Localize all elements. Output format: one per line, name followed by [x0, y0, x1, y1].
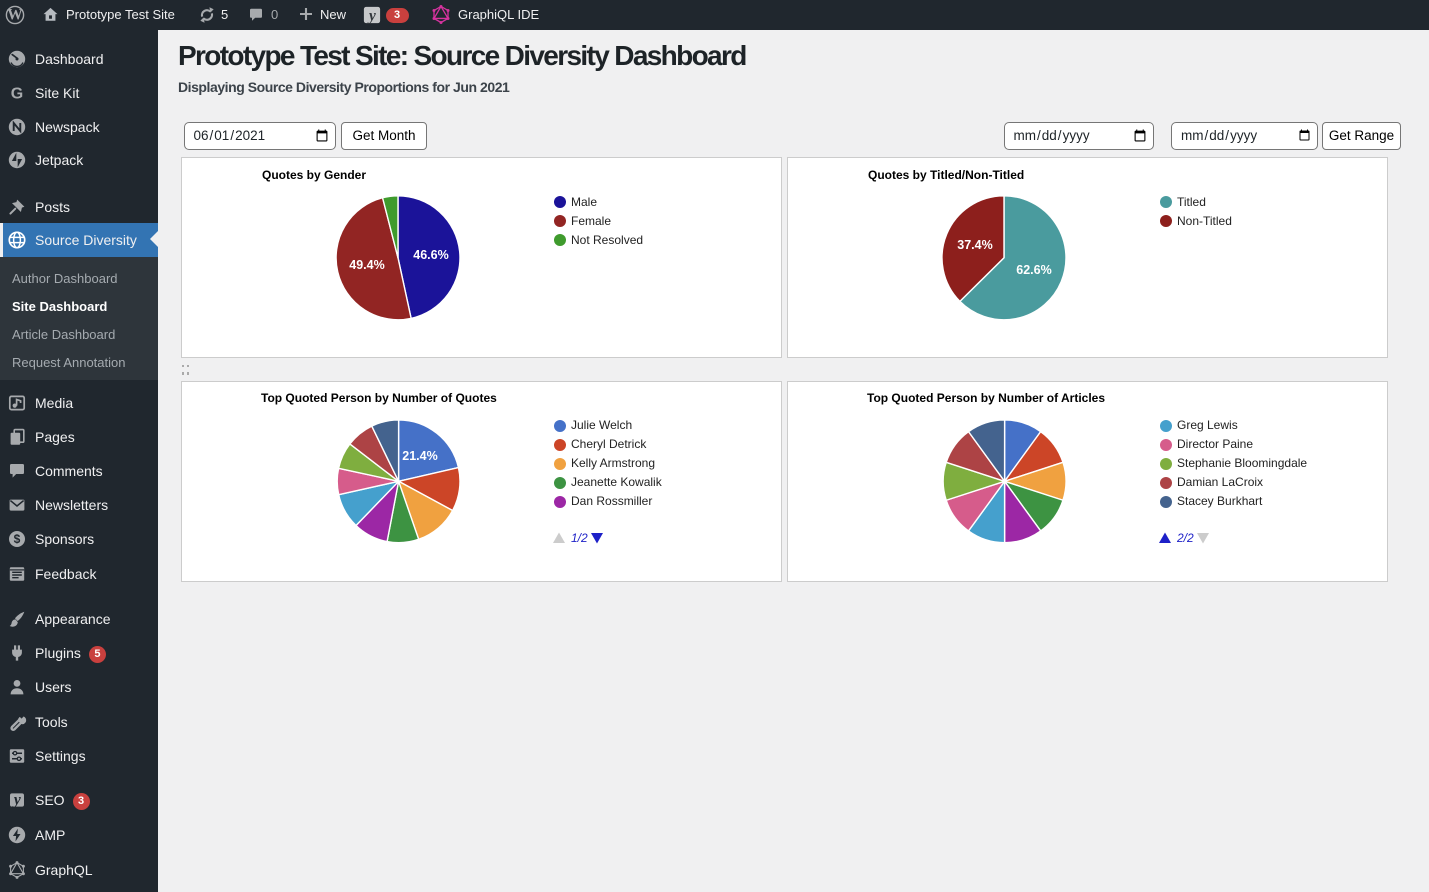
svg-text:y: y: [367, 8, 376, 24]
svg-text:49.4%: 49.4%: [349, 258, 384, 272]
svg-text:1/2: 1/2: [571, 532, 588, 544]
svg-text:W: W: [7, 6, 23, 23]
svg-text:$: $: [14, 532, 21, 546]
svg-text:G: G: [11, 85, 23, 102]
svg-text:21.4%: 21.4%: [402, 449, 437, 463]
svg-text:2/2: 2/2: [1176, 532, 1194, 544]
svg-text:46.6%: 46.6%: [413, 248, 448, 262]
svg-text:37.4%: 37.4%: [957, 238, 992, 252]
svg-text:62.6%: 62.6%: [1016, 263, 1051, 277]
svg-text:y: y: [12, 792, 21, 809]
